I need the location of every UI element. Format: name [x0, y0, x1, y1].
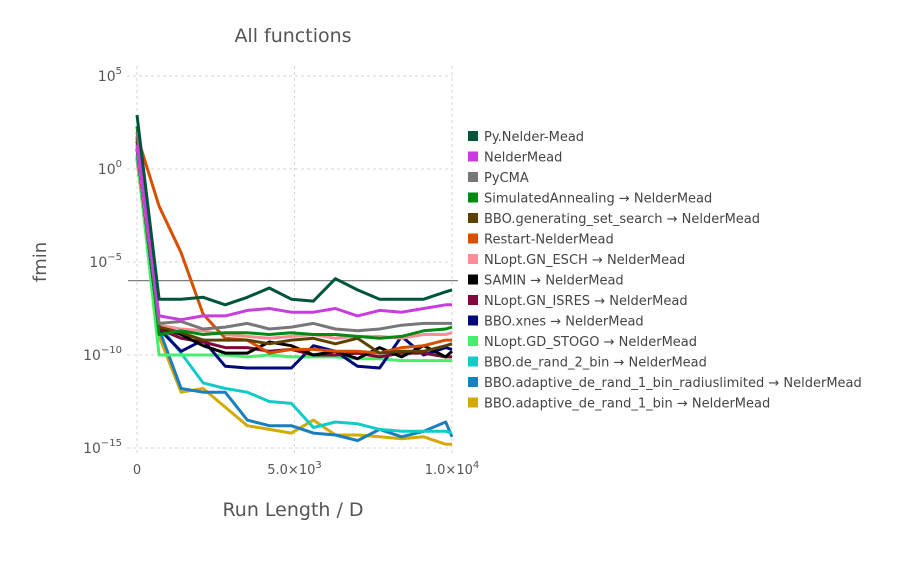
legend-item-py-nelder-mead[interactable]: Py.Nelder-Mead	[468, 130, 584, 145]
legend-item-restart-neldermead[interactable]: Restart-NelderMead	[468, 233, 614, 248]
legend-label: BBO.adaptive_de_rand_1_bin_radiuslimited…	[484, 376, 862, 391]
legend-swatch	[468, 131, 478, 141]
series-line-simulatedannealing-neldermead	[135, 126, 453, 340]
legend-item-bbo-generating-set-search-neldermead[interactable]: BBO.generating_set_search → NelderMead	[468, 212, 760, 227]
chart-title: All functions	[234, 25, 351, 47]
y-tick-label-2: 10−5	[89, 252, 122, 271]
legend-swatch	[468, 233, 478, 244]
legend-swatch	[468, 213, 478, 223]
legend: Py.Nelder-Mead NelderMead PyCMA SimulatedAn…	[468, 130, 862, 412]
legend-swatch	[468, 336, 478, 346]
legend-label: BBO.xnes → NelderMead	[484, 315, 644, 330]
legend-item-bbo-de-rand-2-bin-neldermead[interactable]: BBO.de_rand_2_bin → NelderMead	[468, 356, 707, 371]
legend-item-nlopt-gd-stogo-neldermead[interactable]: NLopt.GD_STOGO → NelderMead	[468, 335, 697, 350]
legend-item-samin-neldermead[interactable]: SAMIN → NelderMead	[468, 274, 624, 289]
legend-label: BBO.generating_set_search → NelderMead	[484, 212, 760, 227]
legend-item-bbo-adaptive-de-rand-1-bin-neldermead[interactable]: BBO.adaptive_de_rand_1_bin → NelderMead	[468, 397, 770, 412]
legend-label: NLopt.GN_ESCH → NelderMead	[484, 253, 685, 268]
y-tick-label-0: 105	[98, 66, 122, 85]
plot-lines	[135, 114, 454, 446]
x-ticks: 0 5.0×103 1.0×104	[133, 460, 479, 478]
x-axis-label: Run Length / D	[222, 499, 363, 521]
y-ticks: 105 100 10−5 10−10 10−15	[83, 66, 122, 457]
legend-swatch	[468, 295, 478, 305]
y-tick-label-4: 10−15	[83, 438, 122, 457]
legend-item-simulatedannealing-neldermead[interactable]: SimulatedAnnealing → NelderMead	[468, 192, 712, 207]
legend-swatch	[468, 192, 478, 203]
legend-swatch	[468, 274, 478, 285]
legend-swatch	[468, 172, 478, 182]
legend-item-nlopt-gn-isres-neldermead[interactable]: NLopt.GN_ISRES → NelderMead	[468, 294, 688, 309]
series-line-bbo-de-rand-2-bin-neldermead	[135, 155, 453, 435]
legend-swatch	[468, 356, 478, 367]
series-line-py-nelder-mead	[135, 114, 453, 307]
legend-item-bbo-adaptive-de-rand-1-bin-radiuslimited-neldermead[interactable]: BBO.adaptive_de_rand_1_bin_radiuslimited…	[468, 376, 862, 391]
y-axis-label: fmin	[30, 242, 51, 282]
x-tick-label-2: 1.0×104	[425, 460, 479, 478]
series-line-restart-neldermead	[135, 135, 452, 355]
series-line-bbo-generating-set-search-neldermead	[135, 137, 453, 355]
legend-swatch	[468, 315, 478, 326]
legend-label: NLopt.GN_ISRES → NelderMead	[484, 294, 688, 309]
y-tick-label-1: 100	[98, 159, 122, 178]
legend-item-neldermead[interactable]: NelderMead	[468, 151, 562, 166]
legend-item-bbo-xnes-neldermead[interactable]: BBO.xnes → NelderMead	[468, 315, 644, 330]
series-line-neldermead	[135, 144, 452, 322]
legend-label: NelderMead	[484, 151, 562, 166]
legend-swatch	[468, 397, 478, 408]
legend-label: PyCMA	[484, 171, 529, 186]
legend-item-nlopt-gn-esch-neldermead[interactable]: NLopt.GN_ESCH → NelderMead	[468, 253, 685, 268]
x-tick-label-0: 0	[133, 463, 141, 478]
legend-swatch	[468, 377, 478, 387]
series-line-bbo-adaptive-de-rand-1-bin-radiuslimited-neldermead	[135, 157, 454, 443]
grid	[127, 66, 453, 454]
legend-label: NLopt.GD_STOGO → NelderMead	[484, 335, 697, 350]
x-tick-label-1: 5.0×103	[267, 460, 321, 478]
series-line-pycma	[135, 131, 452, 333]
legend-label: Py.Nelder-Mead	[484, 130, 584, 145]
legend-label: BBO.de_rand_2_bin → NelderMead	[484, 356, 707, 371]
legend-item-pycma[interactable]: PyCMA	[468, 171, 529, 186]
legend-label: BBO.adaptive_de_rand_1_bin → NelderMead	[484, 397, 770, 412]
legend-label: SAMIN → NelderMead	[484, 274, 624, 289]
legend-label: SimulatedAnnealing → NelderMead	[484, 192, 712, 207]
legend-swatch	[468, 254, 478, 264]
y-tick-label-3: 10−10	[83, 345, 122, 364]
series-line-nlopt-gn-esch-neldermead	[135, 146, 453, 340]
legend-swatch	[468, 151, 478, 162]
legend-label: Restart-NelderMead	[484, 233, 614, 248]
